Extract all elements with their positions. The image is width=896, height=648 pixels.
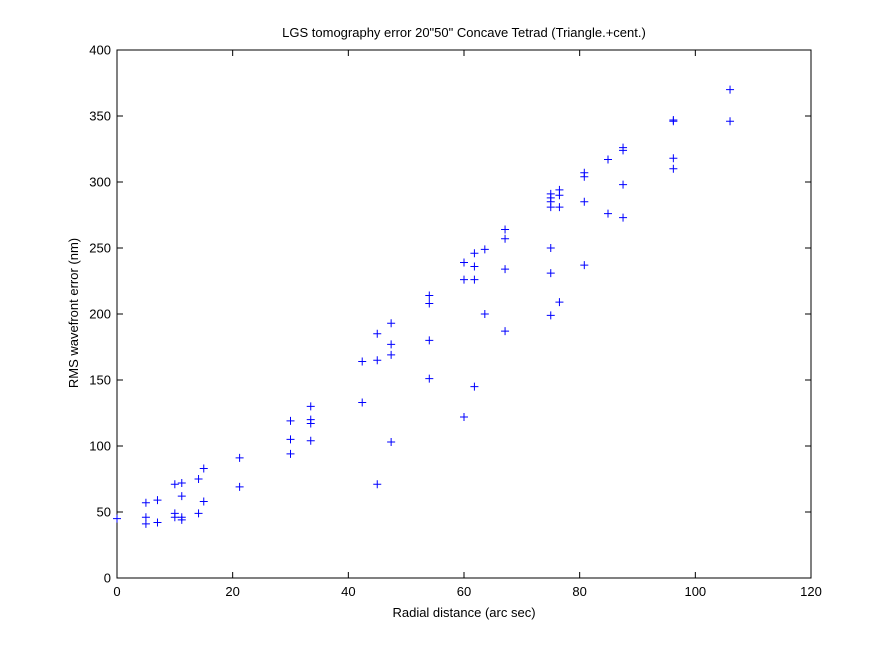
data-point <box>358 398 367 407</box>
data-point <box>470 275 479 284</box>
y-tick-label: 50 <box>97 505 111 520</box>
data-point <box>153 496 162 505</box>
data-point <box>306 419 315 428</box>
data-point <box>373 480 382 489</box>
data-point <box>199 464 208 473</box>
y-tick-label: 100 <box>89 439 111 454</box>
data-point <box>306 436 315 445</box>
data-point <box>546 244 555 252</box>
data-point <box>546 269 555 278</box>
data-point <box>194 475 203 483</box>
data-point <box>235 482 244 491</box>
x-tick-label: 80 <box>572 584 586 599</box>
data-points <box>113 85 735 528</box>
x-tick-label: 100 <box>684 584 706 599</box>
y-tick-label: 0 <box>104 571 111 586</box>
data-point <box>177 515 186 524</box>
data-point <box>373 329 382 338</box>
data-point <box>286 416 295 425</box>
data-point <box>425 336 434 345</box>
data-point <box>358 357 367 366</box>
data-point <box>141 519 150 528</box>
data-point <box>153 518 162 527</box>
data-point <box>555 191 564 200</box>
chart-title: LGS tomography error 20"50" Concave Tetr… <box>282 25 646 40</box>
data-point <box>460 275 468 284</box>
data-point <box>387 340 396 349</box>
data-point <box>470 262 479 271</box>
data-point <box>387 319 396 328</box>
data-point <box>555 203 564 212</box>
data-point <box>580 172 589 181</box>
data-point <box>546 203 555 212</box>
data-point <box>669 117 678 126</box>
y-tick-label: 400 <box>89 43 111 58</box>
data-point <box>619 213 628 222</box>
data-point <box>141 498 150 507</box>
y-tick-label: 150 <box>89 373 111 388</box>
data-point <box>501 225 510 234</box>
x-axis: 0 20 40 60 80 100 120 <box>113 50 822 599</box>
x-axis-label: Radial distance (arc sec) <box>392 605 535 620</box>
y-tick-label: 250 <box>89 241 111 256</box>
data-point <box>619 146 628 155</box>
data-point <box>387 438 396 447</box>
data-point <box>373 356 382 365</box>
data-point <box>177 492 186 501</box>
data-point <box>546 311 555 320</box>
data-point <box>580 197 589 206</box>
data-point <box>604 209 613 218</box>
data-point <box>113 514 121 523</box>
x-tick-label: 60 <box>457 584 471 599</box>
x-tick-label: 40 <box>341 584 355 599</box>
data-point <box>726 85 735 94</box>
x-tick-label: 20 <box>225 584 239 599</box>
data-point <box>619 180 628 189</box>
data-point <box>177 478 186 487</box>
data-point <box>170 480 179 489</box>
x-tick-label: 120 <box>800 584 822 599</box>
data-point <box>480 245 489 254</box>
data-point <box>425 299 434 308</box>
data-point <box>425 374 434 383</box>
data-point <box>726 117 735 126</box>
data-point <box>387 350 396 359</box>
plot-area <box>116 49 812 579</box>
data-point <box>460 258 468 267</box>
y-tick-label: 300 <box>89 175 111 190</box>
data-point <box>501 327 510 336</box>
y-tick-label: 200 <box>89 307 111 322</box>
data-point <box>580 261 589 270</box>
data-point <box>170 513 179 522</box>
data-point <box>460 412 468 421</box>
data-point <box>669 164 678 173</box>
x-tick-label: 0 <box>113 584 120 599</box>
data-point <box>501 265 510 274</box>
data-point <box>235 453 244 462</box>
data-point <box>194 509 203 518</box>
data-point <box>480 310 489 318</box>
y-axis: 0 50 100 150 200 250 300 350 400 <box>89 43 811 586</box>
data-point <box>425 291 434 300</box>
data-point <box>604 155 613 164</box>
y-axis-label: RMS wavefront error (nm) <box>66 238 81 388</box>
data-point <box>470 382 479 391</box>
data-point <box>501 234 510 243</box>
data-point <box>669 154 678 163</box>
data-point <box>555 298 564 307</box>
y-tick-label: 350 <box>89 109 111 124</box>
data-point <box>306 402 315 411</box>
data-point <box>286 449 295 458</box>
data-point <box>199 497 208 506</box>
data-point <box>470 249 479 258</box>
data-point <box>286 435 295 444</box>
